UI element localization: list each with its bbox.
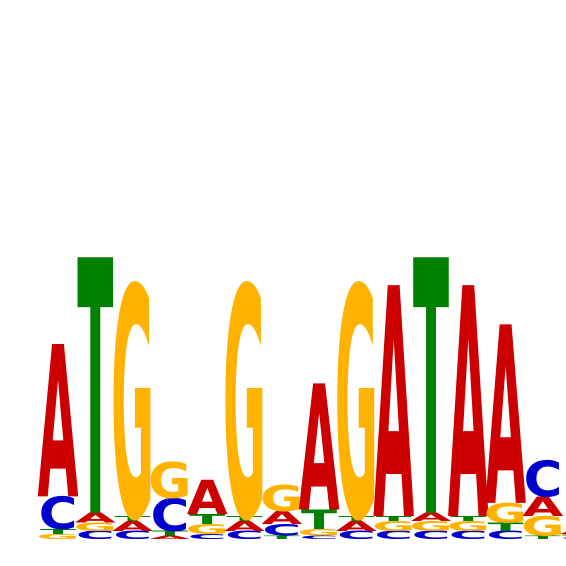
logo-letter-a: A <box>38 303 79 546</box>
logo-letter-g: G <box>335 222 378 566</box>
logo-letter-t: T <box>301 504 338 535</box>
logo-letter-g: G <box>148 453 191 511</box>
logo-letter-a: A <box>560 528 566 536</box>
logo-letter-g: G <box>260 478 303 520</box>
logo-letter-t: T <box>189 512 226 528</box>
logo-letter-a: A <box>485 276 526 561</box>
logo-letter-a: A <box>448 222 489 566</box>
logo-letter-a: A <box>112 519 153 535</box>
logo-letter-g: G <box>111 222 154 566</box>
logo-letter-t: T <box>338 515 374 523</box>
logo-letter-g: G <box>185 522 228 538</box>
logo-letter-c: C <box>449 529 488 542</box>
logo-letter-t: T <box>413 188 449 566</box>
logo-letter-t: T <box>525 535 562 540</box>
logo-letter-c: C <box>523 451 562 509</box>
logo-letter-t: T <box>40 528 76 536</box>
logo-letter-c: C <box>486 529 525 542</box>
logo-letter-c: C <box>300 535 339 540</box>
logo-letter-g: G <box>36 533 79 541</box>
logo-letter-g: G <box>372 519 415 535</box>
logo-letter-t: T <box>115 515 151 523</box>
logo-letter-g: G <box>74 521 117 534</box>
logo-letter-a: A <box>522 491 564 522</box>
logo-letter-a: A <box>75 510 116 526</box>
logo-letter-c: C <box>150 489 189 542</box>
logo-letter-c: C <box>39 487 78 540</box>
logo-letter-a: A <box>187 470 228 526</box>
logo-letter-g: G <box>521 511 564 542</box>
logo-letter-a: A <box>149 535 190 540</box>
logo-letter-g: G <box>297 527 340 537</box>
logo-letter-g: G <box>447 519 490 535</box>
logo-letter-c: C <box>337 529 376 542</box>
logo-letter-c: C <box>561 537 566 540</box>
logo-letter-c: C <box>225 529 264 542</box>
logo-letter-t: T <box>226 515 262 523</box>
logo-letter-a: A <box>299 350 340 551</box>
logo-letter-c: C <box>188 533 227 541</box>
logo-letter-t: T <box>562 535 566 538</box>
logo-letter-g: G <box>223 222 266 566</box>
logo-letter-g: G <box>409 519 452 535</box>
logo-letter-t: T <box>152 529 188 537</box>
logo-letter-a: A <box>336 519 377 535</box>
logo-letter-t: T <box>450 515 486 523</box>
logo-letter-c: C <box>262 522 301 540</box>
logo-letter-c: C <box>374 529 413 542</box>
logo-letter-c: C <box>113 529 152 542</box>
logo-letter-t: T <box>488 521 524 534</box>
logo-letter-t: T <box>264 535 301 540</box>
logo-letter-g: G <box>558 534 566 537</box>
logo-letter-g: G <box>484 498 527 529</box>
logo-letter-c: C <box>76 529 115 542</box>
logo-letter-c: C <box>412 529 451 542</box>
logo-letter-t: T <box>77 188 113 566</box>
logo-letter-t: T <box>376 515 412 523</box>
logo-letter-a: A <box>411 511 453 524</box>
logo-letter-a: A <box>261 508 303 529</box>
logo-letter-a: A <box>224 519 265 535</box>
logo-letter-a: A <box>373 222 414 566</box>
